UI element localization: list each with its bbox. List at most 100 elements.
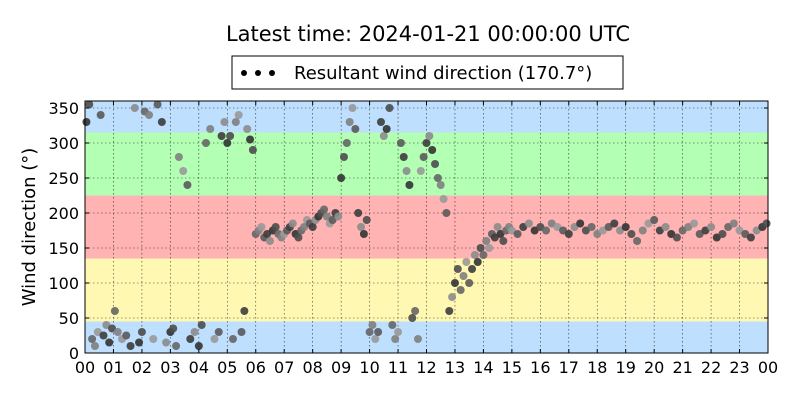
data-point — [470, 251, 479, 259]
data-point — [190, 328, 199, 336]
data-point — [153, 100, 162, 109]
legend-marker-3 — [269, 70, 275, 76]
data-point — [633, 237, 642, 245]
data-point — [707, 223, 716, 231]
data-point — [672, 233, 681, 242]
data-point — [271, 223, 280, 231]
data-point — [345, 118, 354, 126]
data-point — [357, 223, 366, 231]
data-point — [220, 118, 229, 126]
y-tick-label: 200 — [48, 204, 79, 223]
data-point — [374, 328, 383, 336]
data-point — [442, 209, 451, 217]
data-point — [416, 167, 425, 175]
data-point — [382, 125, 391, 133]
y-tick-label: 350 — [48, 99, 79, 118]
data-point — [431, 160, 440, 168]
x-tick-label: 22 — [701, 358, 721, 377]
data-point — [411, 307, 420, 315]
data-point — [448, 293, 457, 301]
data-point — [96, 111, 105, 119]
data-point — [405, 181, 414, 189]
data-point — [354, 209, 363, 217]
data-point — [105, 338, 114, 347]
x-tick-label: 07 — [274, 358, 294, 377]
data-point — [371, 335, 380, 343]
legend-label: Resultant wind direction (170.7°) — [294, 63, 592, 84]
legend-marker-2 — [255, 70, 261, 76]
data-point — [348, 104, 357, 112]
legend-marker-1 — [241, 70, 247, 76]
data-point — [445, 307, 454, 315]
data-point — [359, 230, 368, 238]
data-point — [240, 307, 249, 315]
x-tick-label: 04 — [189, 358, 209, 377]
data-point — [459, 272, 468, 280]
data-point — [413, 335, 422, 343]
x-tick-label: 06 — [246, 358, 266, 377]
data-point — [493, 223, 502, 231]
data-point — [433, 174, 442, 182]
data-point — [610, 219, 619, 228]
data-point — [257, 223, 266, 231]
x-tick-label: 00 — [758, 358, 778, 377]
chart-title: Latest time: 2024-01-21 00:00:00 UTC — [226, 22, 630, 46]
data-point — [122, 331, 131, 340]
data-point — [439, 195, 448, 203]
data-point — [729, 219, 738, 228]
data-point — [137, 328, 146, 336]
y-tick-label: 100 — [48, 274, 79, 293]
data-point — [337, 174, 346, 182]
data-point — [246, 135, 255, 144]
data-point — [226, 132, 235, 140]
data-point — [210, 335, 219, 343]
x-tick-label: 14 — [473, 358, 493, 377]
data-point — [217, 132, 226, 140]
data-point — [419, 153, 428, 161]
legend-box — [231, 55, 624, 90]
data-point — [422, 139, 431, 147]
data-point — [90, 342, 99, 350]
y-tick-label: 0 — [69, 344, 79, 363]
data-point — [110, 307, 119, 315]
x-tick-label: 18 — [587, 358, 607, 377]
data-point — [425, 132, 434, 140]
x-tick-label: 02 — [132, 358, 152, 377]
y-axis-label: Wind direction (°) — [19, 148, 40, 307]
data-point — [194, 342, 203, 350]
x-tick-label: 16 — [530, 358, 550, 377]
data-point — [638, 226, 647, 235]
data-point — [388, 321, 397, 329]
legend: Resultant wind direction (170.7°) — [231, 55, 624, 90]
y-axis-ticks: 0 50 100 150 200 250 300 350 — [48, 99, 768, 363]
x-tick-label: 13 — [445, 358, 465, 377]
data-point — [88, 335, 97, 343]
data-point — [214, 328, 223, 336]
x-tick-label: 21 — [672, 358, 692, 377]
data-point — [621, 223, 630, 231]
data-point — [308, 223, 317, 231]
data-point — [172, 342, 181, 350]
data-point — [376, 118, 385, 126]
x-tick-label: 20 — [644, 358, 664, 377]
data-point — [524, 219, 533, 228]
data-point — [476, 244, 485, 252]
data-point — [762, 219, 771, 228]
data-point — [436, 181, 445, 189]
data-point — [169, 324, 178, 333]
data-point — [468, 265, 477, 273]
data-point — [368, 321, 377, 329]
data-point — [288, 219, 297, 228]
data-point — [197, 321, 206, 329]
data-point — [365, 328, 374, 336]
data-point — [428, 146, 437, 154]
data-point — [450, 279, 459, 287]
data-point — [82, 118, 91, 126]
data-point — [228, 335, 237, 343]
data-point — [627, 230, 636, 238]
data-point — [479, 251, 488, 259]
data-point — [718, 230, 727, 238]
data-point — [85, 100, 94, 109]
data-point — [231, 118, 240, 126]
